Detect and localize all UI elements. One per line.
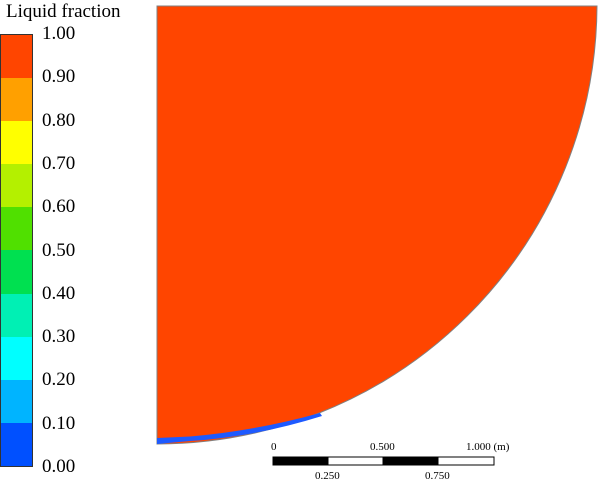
colorbar-tick-label: 0.10 [42, 412, 76, 434]
colorbar-swatch [1, 207, 32, 251]
colorbar-tick-label: 0.50 [42, 239, 76, 261]
colorbar-tick-label: 0.60 [42, 196, 76, 218]
colorbar-swatch [1, 121, 32, 165]
colorbar-tick-label: 0.90 [42, 66, 76, 88]
colorbar-swatch [1, 422, 32, 466]
scale-bar [272, 456, 495, 466]
colorbar-swatch [1, 78, 32, 122]
scale-segment [327, 456, 384, 466]
colorbar-swatch [1, 293, 32, 337]
colorbar-swatch [1, 35, 32, 79]
scale-label-0: 0 [271, 441, 277, 453]
colorbar-tick-label: 0.80 [42, 109, 76, 131]
colorbar-swatch [1, 164, 32, 208]
colorbar-tick-label: 0.40 [42, 282, 76, 304]
scale-label-0-250: 0.250 [315, 470, 340, 482]
legend-title: Liquid fraction [6, 1, 121, 22]
colorbar-tick-label: 0.70 [42, 152, 76, 174]
colorbar [0, 34, 33, 467]
colorbar-tick-label: 1.00 [42, 23, 76, 44]
low-fraction-edge-band [157, 413, 322, 444]
scale-label-0-500: 0.500 [370, 441, 395, 453]
scale-segment [272, 456, 329, 466]
scale-label-0-750: 0.750 [425, 470, 450, 482]
colorbar-swatch [1, 379, 32, 423]
liquid-fraction-field [156, 5, 598, 445]
colorbar-tick-label: 0.00 [42, 456, 76, 477]
scale-segment [437, 456, 495, 466]
colorbar-swatch [1, 336, 32, 380]
colorbar-tick-label: 0.30 [42, 326, 76, 348]
scale-segment [382, 456, 439, 466]
scale-label-1-000: 1.000 (m) [466, 441, 510, 453]
colorbar-swatch [1, 250, 32, 294]
colorbar-tick-label: 0.20 [42, 369, 76, 391]
